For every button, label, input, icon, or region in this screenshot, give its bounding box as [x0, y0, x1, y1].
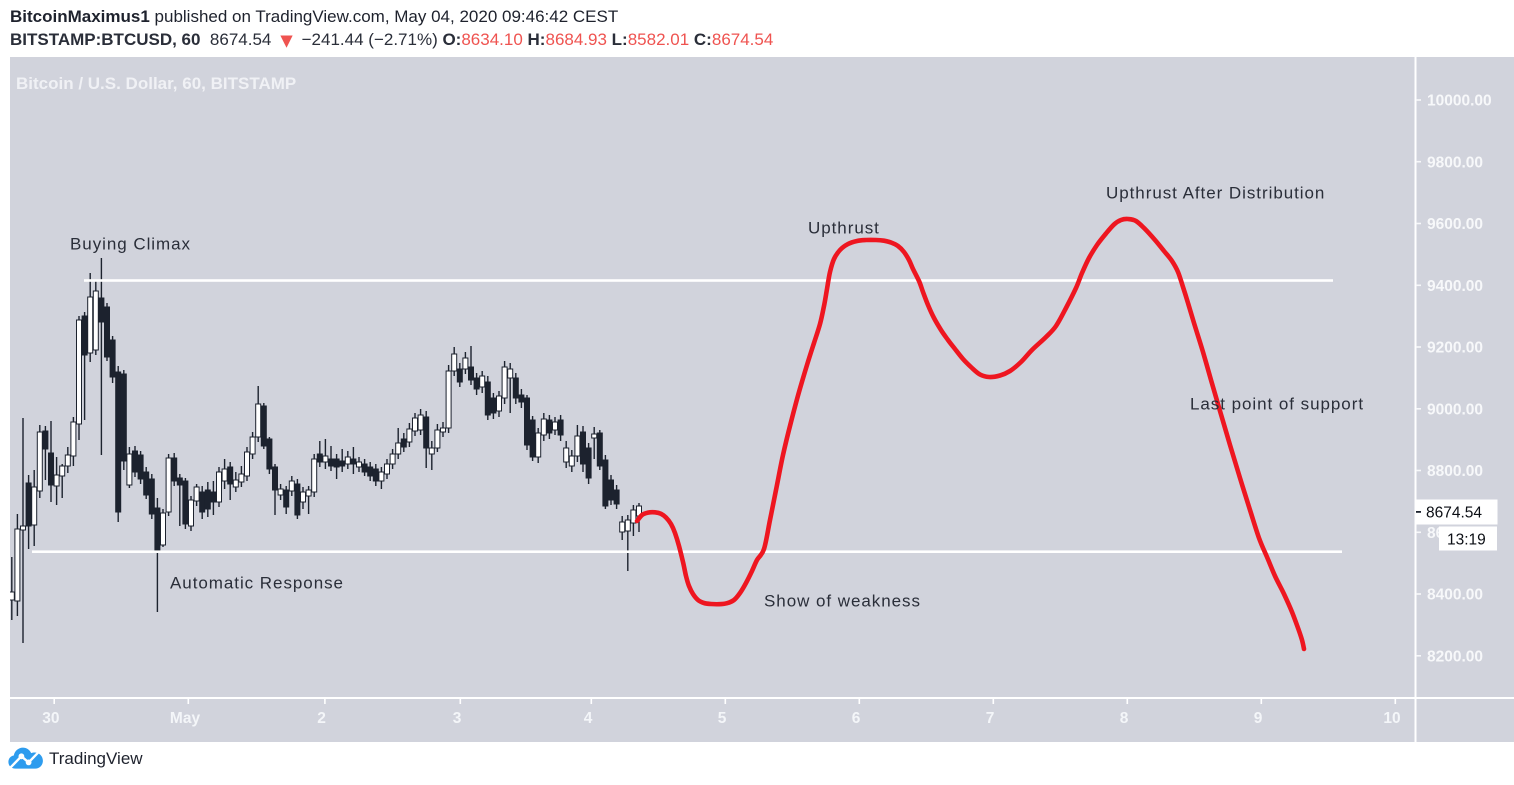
svg-text:9400.00: 9400.00 — [1427, 278, 1483, 295]
svg-text:6: 6 — [852, 710, 861, 727]
svg-text:8400.00: 8400.00 — [1427, 587, 1483, 604]
svg-text:5: 5 — [718, 710, 727, 727]
svg-text:Last point of support: Last point of support — [1190, 395, 1364, 414]
svg-text:May: May — [170, 710, 201, 727]
svg-text:9200.00: 9200.00 — [1427, 340, 1483, 357]
svg-text:Upthrust: Upthrust — [808, 219, 880, 238]
svg-text:30: 30 — [42, 710, 59, 727]
svg-text:10: 10 — [1383, 710, 1400, 727]
svg-text:9600.00: 9600.00 — [1427, 216, 1483, 233]
svg-text:Upthrust After Distribution: Upthrust After Distribution — [1106, 184, 1325, 203]
svg-text:9: 9 — [1254, 710, 1263, 727]
svg-text:Buying Climax: Buying Climax — [70, 235, 191, 254]
svg-text:13:19: 13:19 — [1447, 532, 1486, 549]
svg-text:4: 4 — [584, 710, 593, 727]
svg-text:3: 3 — [453, 710, 462, 727]
svg-text:8: 8 — [1120, 710, 1129, 727]
svg-text:9000.00: 9000.00 — [1427, 402, 1483, 419]
svg-text:2: 2 — [317, 710, 326, 727]
svg-text:9800.00: 9800.00 — [1427, 154, 1483, 171]
svg-text:8200.00: 8200.00 — [1427, 649, 1483, 666]
svg-text:10000.00: 10000.00 — [1427, 93, 1492, 110]
svg-text:7: 7 — [986, 710, 995, 727]
svg-text:8674.54: 8674.54 — [1426, 505, 1482, 522]
svg-text:8800.00: 8800.00 — [1427, 463, 1483, 480]
svg-text:Automatic Response: Automatic Response — [170, 574, 344, 593]
svg-text:Show of weakness: Show of weakness — [764, 592, 921, 611]
svg-text:Bitcoin / U.S. Dollar, 60, BIT: Bitcoin / U.S. Dollar, 60, BITSTAMP — [16, 74, 296, 93]
